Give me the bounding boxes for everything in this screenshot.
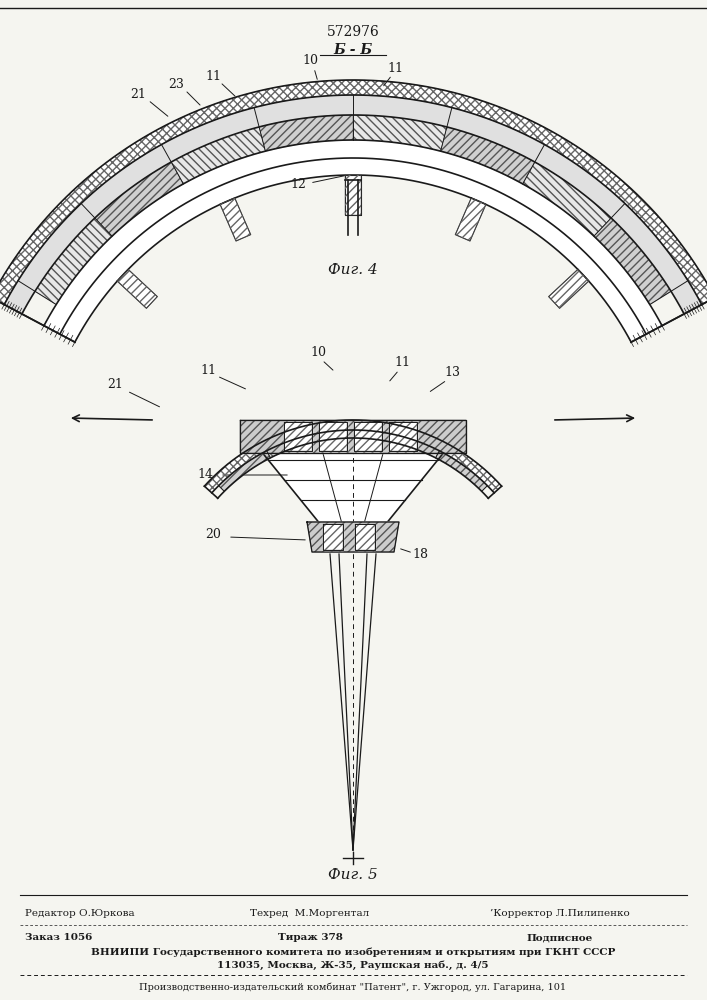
Polygon shape	[436, 451, 487, 491]
Polygon shape	[240, 420, 466, 453]
Text: Производственно-издательский комбинат "Патент", г. Ужгород, ул. Гагарина, 101: Производственно-издательский комбинат "П…	[139, 982, 566, 992]
Text: 21: 21	[107, 378, 123, 391]
Text: 13: 13	[444, 366, 460, 379]
Polygon shape	[522, 162, 611, 236]
Polygon shape	[267, 432, 325, 458]
Text: Подписное: Подписное	[527, 934, 593, 942]
Text: ’Корректор Л.Пилипенко: ’Корректор Л.Пилипенко	[490, 908, 630, 918]
Polygon shape	[259, 115, 353, 151]
Polygon shape	[35, 218, 112, 305]
Polygon shape	[218, 451, 270, 491]
Text: 14: 14	[197, 468, 213, 482]
Polygon shape	[594, 218, 671, 305]
Polygon shape	[353, 115, 447, 151]
Polygon shape	[248, 435, 458, 530]
Text: 11: 11	[394, 357, 410, 369]
Text: Заказ 1056: Заказ 1056	[25, 934, 93, 942]
Text: 10: 10	[310, 347, 326, 360]
Polygon shape	[382, 432, 439, 458]
Text: 10: 10	[302, 53, 318, 66]
Polygon shape	[354, 422, 382, 451]
Polygon shape	[204, 420, 502, 493]
Text: Фиг. 5: Фиг. 5	[328, 868, 378, 882]
Text: ВНИИПИ Государственного комитета по изобретениям и открытиям при ГКНТ СССР: ВНИИПИ Государственного комитета по изоб…	[90, 947, 615, 957]
Polygon shape	[0, 80, 707, 305]
Text: 23: 23	[168, 78, 184, 91]
Polygon shape	[44, 140, 662, 342]
Polygon shape	[355, 524, 375, 550]
Polygon shape	[440, 127, 534, 184]
Polygon shape	[220, 198, 251, 241]
Text: 20: 20	[205, 528, 221, 542]
Text: 21: 21	[130, 89, 146, 102]
Polygon shape	[95, 162, 183, 236]
Text: Редактор О.Юркова: Редактор О.Юркова	[25, 908, 134, 918]
Polygon shape	[117, 269, 158, 308]
Text: Б - Б: Б - Б	[334, 43, 373, 57]
Text: 11: 11	[387, 62, 403, 75]
Text: 12: 12	[290, 178, 306, 192]
Polygon shape	[284, 422, 312, 451]
Text: 113035, Москва, Ж-35, Раушская наб., д. 4/5: 113035, Москва, Ж-35, Раушская наб., д. …	[217, 960, 489, 970]
Polygon shape	[389, 422, 417, 451]
Polygon shape	[4, 95, 702, 314]
Text: 18: 18	[412, 548, 428, 562]
Text: 572976: 572976	[327, 25, 380, 39]
Polygon shape	[345, 175, 361, 215]
Text: 11: 11	[205, 70, 221, 83]
Polygon shape	[171, 127, 265, 184]
Text: Фиг. 4: Фиг. 4	[328, 263, 378, 277]
Text: 11: 11	[200, 363, 216, 376]
Polygon shape	[323, 524, 343, 550]
Polygon shape	[307, 522, 399, 552]
Polygon shape	[455, 198, 486, 241]
Polygon shape	[319, 422, 347, 451]
Text: Тираж 378: Тираж 378	[278, 934, 342, 942]
Polygon shape	[549, 269, 589, 308]
Polygon shape	[323, 430, 382, 440]
Text: Техред  М.Моргентал: Техред М.Моргентал	[250, 908, 370, 918]
